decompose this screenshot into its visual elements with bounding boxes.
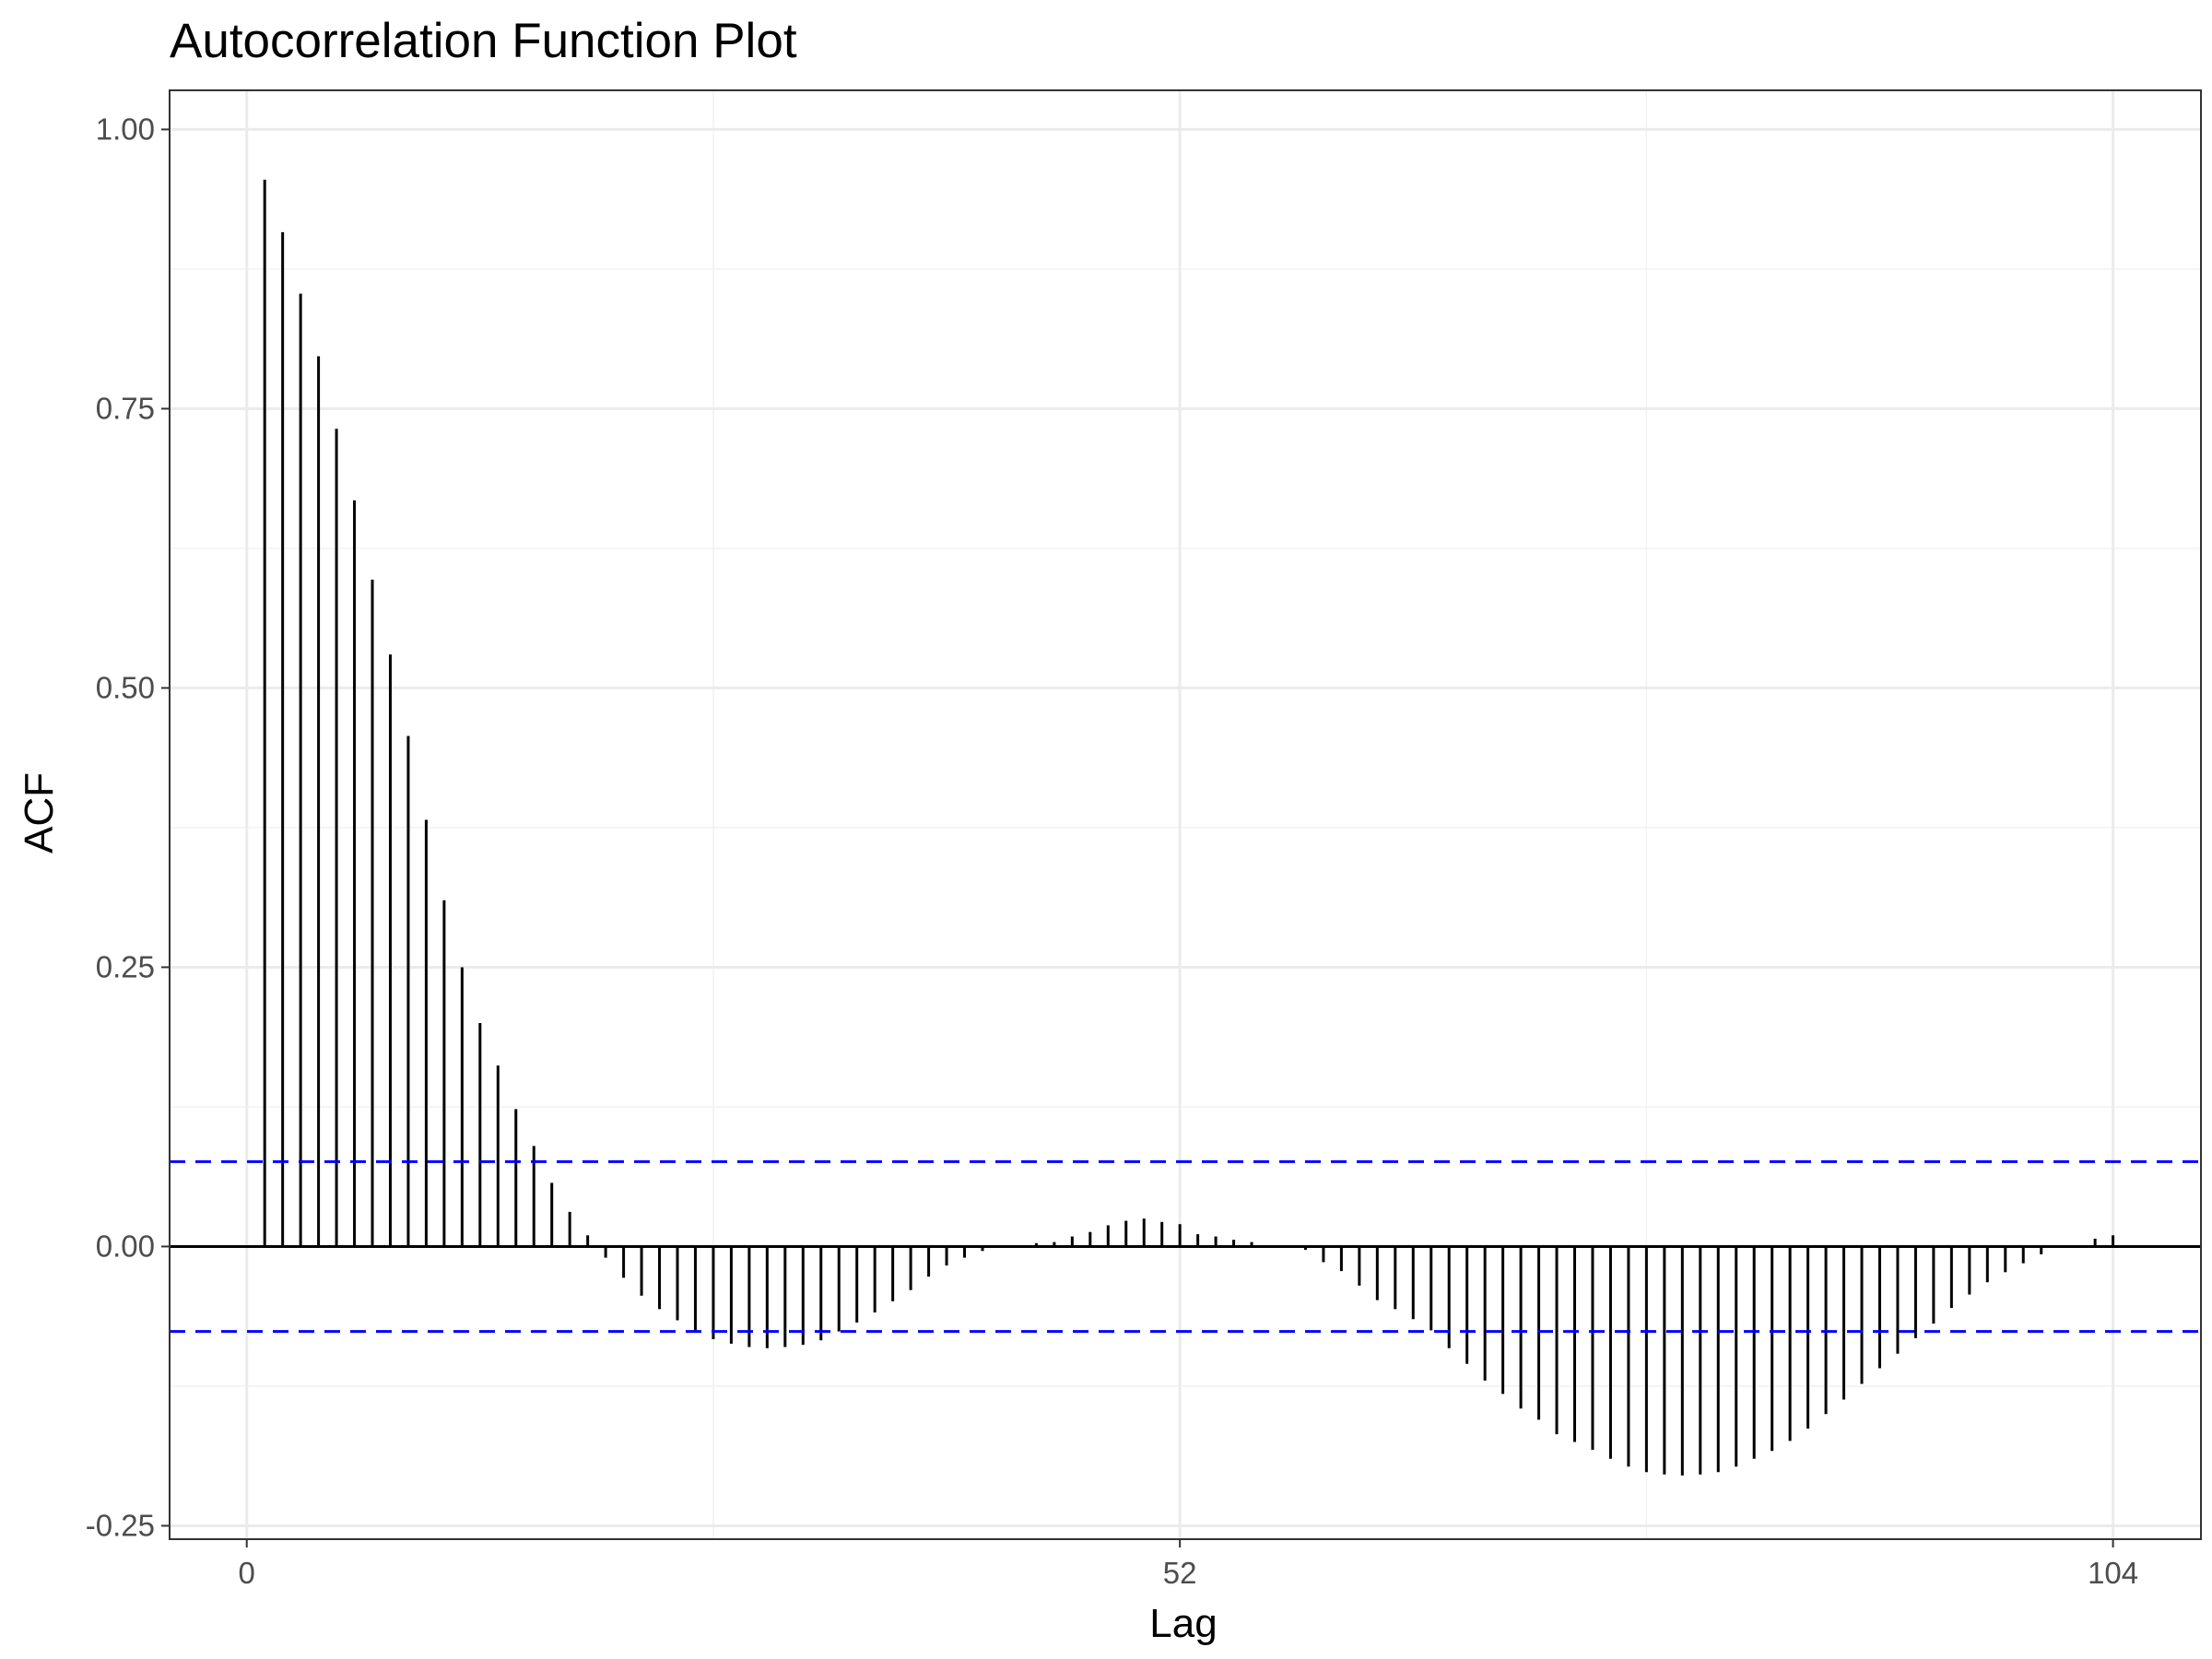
x-axis: 0 52 104 bbox=[239, 1539, 2138, 1590]
x-tick-label: 0 bbox=[239, 1556, 255, 1590]
grid-minor bbox=[170, 90, 2201, 1539]
y-tick-label: 0.00 bbox=[96, 1229, 155, 1263]
y-tick-label: 0.25 bbox=[96, 949, 155, 983]
y-axis: -0.25 0.00 0.25 0.50 0.75 1.00 bbox=[86, 112, 170, 1542]
x-tick-label: 104 bbox=[2088, 1556, 2138, 1590]
y-tick-label: 0.50 bbox=[96, 670, 155, 704]
x-tick-label: 52 bbox=[1163, 1556, 1197, 1590]
panel-border bbox=[169, 89, 2202, 1540]
y-tick-label: 1.00 bbox=[96, 112, 155, 146]
chart-title: Autocorrelation Function Plot bbox=[170, 14, 797, 68]
y-tick-label: -0.25 bbox=[86, 1508, 155, 1542]
x-axis-title: Lag bbox=[1149, 1601, 1217, 1646]
acf-bars bbox=[263, 179, 2115, 1476]
y-axis-title: ACF bbox=[17, 772, 62, 853]
y-tick-label: 0.75 bbox=[96, 391, 155, 425]
